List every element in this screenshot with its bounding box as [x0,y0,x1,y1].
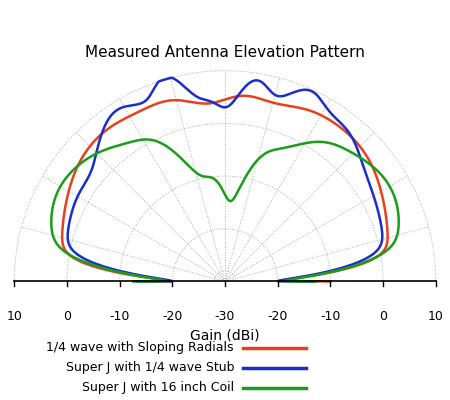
Text: Super J with 16 inch Coil: Super J with 16 inch Coil [82,382,234,394]
X-axis label: Gain (dBi): Gain (dBi) [190,329,260,343]
Title: Measured Antenna Elevation Pattern: Measured Antenna Elevation Pattern [85,45,365,60]
Text: Super J with 1/4 wave Stub: Super J with 1/4 wave Stub [66,362,234,374]
Text: 1/4 wave with Sloping Radials: 1/4 wave with Sloping Radials [46,342,234,354]
